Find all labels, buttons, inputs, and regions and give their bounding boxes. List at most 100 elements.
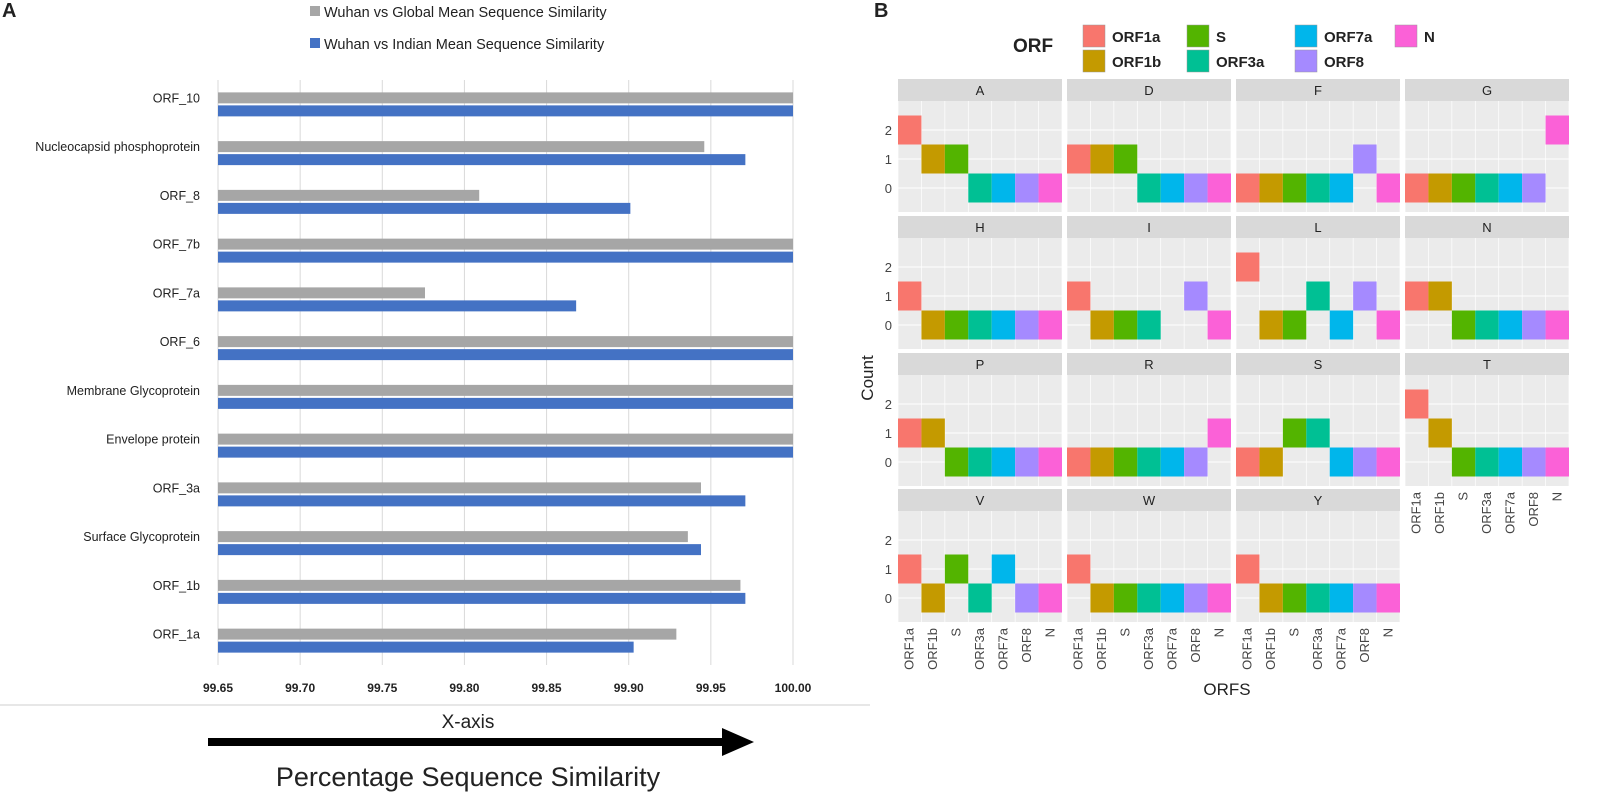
count-bar-N: [1038, 447, 1062, 477]
count-bar-S: [1282, 310, 1307, 340]
facet-strip-label: I: [1147, 220, 1151, 235]
count-bar-ORF8: [1015, 173, 1039, 203]
legend-label: ORF1b: [1112, 54, 1161, 71]
bar-global: [218, 433, 793, 445]
x-tick-label: ORF1a: [902, 627, 917, 670]
count-bar-ORF1a: [1067, 281, 1091, 311]
facet-strip: [898, 79, 1062, 101]
bar-indian: [218, 544, 701, 556]
panel-a-category-labels: ORF_10 Nucleocapsid phosphoprotein ORF_8 OR…: [35, 91, 200, 641]
y-tick-label: 1: [885, 289, 892, 304]
category-label: ORF_3a: [153, 481, 200, 495]
facet-G: G: [1404, 79, 1570, 212]
count-bar-N: [1207, 583, 1231, 613]
facet-strip: [1236, 489, 1400, 511]
legend-swatch: [1186, 49, 1210, 73]
facet-strip-label: Y: [1314, 493, 1323, 508]
count-bar-ORF1a: [1067, 554, 1091, 584]
legend-swatch-indian: [310, 38, 320, 48]
panel-a-bar-chart: Wuhan vs Global Mean Sequence Similarity…: [0, 5, 870, 792]
count-bar-ORF7a: [1498, 447, 1523, 477]
count-bar-ORF8: [1015, 583, 1039, 613]
count-bar-ORF3a: [1475, 310, 1499, 340]
count-bar-ORF8: [1353, 144, 1377, 174]
legend-label: S: [1216, 29, 1226, 46]
count-bar-ORF1b: [1259, 447, 1283, 477]
x-tick-label: S: [949, 628, 964, 637]
legend-swatch: [1394, 24, 1418, 48]
count-bar-N: [1376, 310, 1400, 340]
x-tick-label: 99.70: [285, 681, 315, 695]
facet-strip-label: L: [1314, 220, 1321, 235]
facet-T: T: [1404, 353, 1570, 486]
count-bar-ORF8: [1522, 310, 1546, 340]
count-bar-ORF7a: [1329, 447, 1354, 477]
x-tick-label: ORF8: [1357, 628, 1372, 663]
count-bar-ORF1a: [1067, 144, 1091, 174]
bar-indian: [218, 446, 793, 458]
bar-global: [218, 531, 688, 543]
count-bar-ORF8: [1184, 281, 1208, 311]
panel-a-arrow-label: Percentage Sequence Similarity: [276, 762, 661, 792]
count-bar-ORF7a: [1498, 173, 1523, 203]
facet-strip: [1405, 353, 1569, 375]
count-bar-S: [1113, 447, 1138, 477]
bar-indian: [218, 349, 793, 361]
count-bar-ORF3a: [1306, 173, 1330, 203]
count-bar-S: [1113, 583, 1138, 613]
legend-swatch: [1294, 49, 1318, 73]
x-tick-label: N: [1211, 628, 1226, 637]
facet-H: H 0 1 2: [885, 216, 1063, 349]
facet-strip-label: V: [976, 493, 985, 508]
facet-strip: [1405, 79, 1569, 101]
count-bar-ORF3a: [968, 310, 992, 340]
count-bar-ORF1a: [1067, 447, 1091, 477]
facet-I: I: [1066, 216, 1232, 349]
count-bar-ORF8: [1015, 447, 1039, 477]
count-bar-S: [944, 554, 969, 584]
count-bar-ORF1b: [1428, 173, 1452, 203]
facet-Y: Y: [1235, 489, 1401, 622]
count-bar-ORF7a: [1160, 583, 1185, 613]
count-bar-ORF7a: [1329, 173, 1354, 203]
x-tick-label: ORF7a: [995, 627, 1010, 670]
count-bar-S: [1282, 583, 1307, 613]
legend-label: N: [1424, 29, 1435, 46]
count-bar-ORF1b: [1090, 144, 1114, 174]
category-label: ORF_8: [160, 189, 200, 203]
count-bar-ORF8: [1184, 173, 1208, 203]
panel-a-gridlines: [217, 80, 794, 665]
facet-N: N: [1404, 216, 1570, 349]
bar-indian: [218, 202, 631, 214]
count-bar-ORF7a: [1160, 173, 1185, 203]
x-tick-label: 99.75: [367, 681, 397, 695]
y-tick-label: 1: [885, 152, 892, 167]
count-bar-ORF1a: [898, 554, 922, 584]
x-tick-label: ORF7a: [1333, 627, 1348, 670]
count-bar-ORF8: [1353, 583, 1377, 613]
y-tick-label: 2: [885, 260, 892, 275]
bar-indian: [218, 641, 634, 653]
x-tick-label: ORF8: [1019, 628, 1034, 663]
count-bar-S: [944, 447, 969, 477]
count-bar-ORF1a: [1236, 447, 1260, 477]
bar-indian: [218, 495, 746, 507]
x-tick-label: ORF1b: [925, 628, 940, 670]
x-tick-label: ORF3a: [1141, 627, 1156, 670]
x-tick-label: N: [1380, 628, 1395, 637]
category-label: Envelope protein: [106, 433, 200, 447]
bar-global: [218, 92, 793, 104]
facet-strip: [898, 353, 1062, 375]
x-tick-label: ORF7a: [1502, 491, 1517, 534]
x-tick-label: 99.80: [449, 681, 479, 695]
facet-F: F: [1235, 79, 1401, 212]
facet-strip-label: H: [975, 220, 984, 235]
panel-a-x-ticks: 99.65 99.70 99.75 99.80 99.85 99.90 99.95 100.0…: [203, 681, 812, 695]
x-tick-label: ORF1a: [1240, 627, 1255, 670]
panel-a-x-axis-label: X-axis: [442, 712, 495, 733]
legend-swatch: [1294, 24, 1318, 48]
bar-indian: [218, 251, 793, 263]
facet-strip-label: F: [1314, 83, 1322, 98]
count-bar-S: [1113, 144, 1138, 174]
bar-indian: [218, 592, 746, 604]
